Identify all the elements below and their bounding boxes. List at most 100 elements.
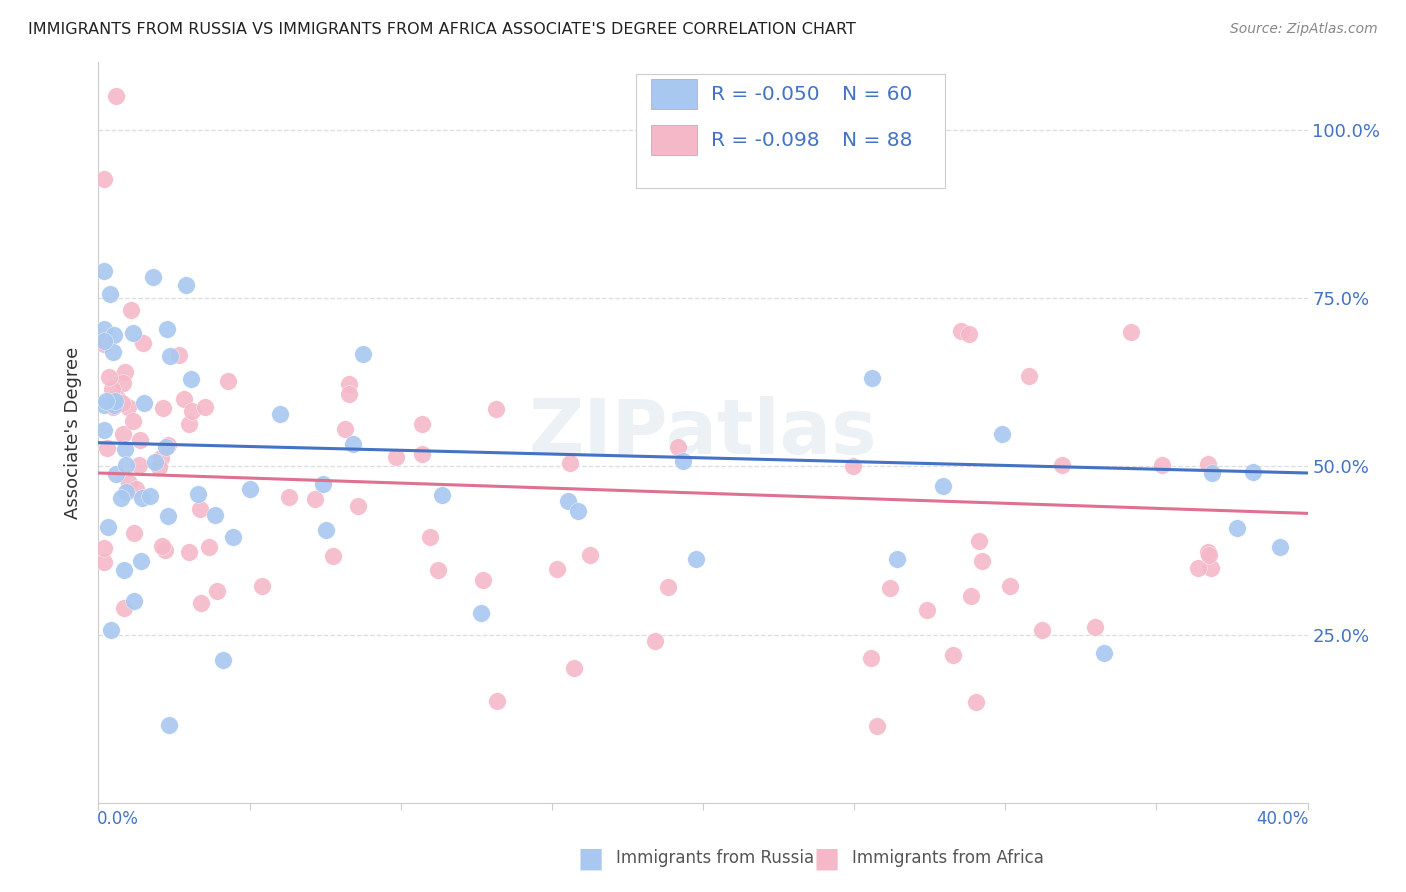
Point [103,328,125,343]
Point [96,441,118,455]
Point [250,579,273,593]
Text: 40.0%: 40.0% [1257,810,1309,828]
Point [134,396,156,410]
Point [879,581,901,595]
Point [129,433,152,447]
Point [98,370,121,384]
Point [156,322,179,336]
Text: R = -0.098: R = -0.098 [711,130,820,150]
Point [93,398,115,412]
Point [960,589,983,603]
Point [112,376,135,391]
Point [114,442,136,456]
Point [562,660,585,674]
Point [644,633,666,648]
Point [205,584,228,599]
Point [304,491,326,506]
Point [672,454,695,468]
Point [93,321,115,335]
Point [100,623,122,637]
Point [277,491,299,505]
Point [657,580,679,594]
Point [942,648,965,662]
Point [174,278,197,293]
Point [98,287,121,301]
Point [93,541,115,556]
Point [93,423,115,437]
Point [1031,623,1053,637]
Point [222,530,245,544]
Point [159,349,181,363]
Point [352,347,374,361]
Point [190,596,212,610]
Text: Immigrants from Russia: Immigrants from Russia [616,849,814,867]
Point [685,552,707,566]
Point [120,302,142,317]
Point [860,651,883,665]
Point [179,545,201,559]
Point [187,487,209,501]
Text: ■: ■ [578,844,603,872]
Point [117,401,139,415]
Point [114,485,136,500]
Point [1092,646,1115,660]
Point [666,441,689,455]
Point [122,525,145,540]
Point [132,336,155,351]
Point [886,552,908,566]
Point [866,719,889,733]
Point [122,326,145,341]
Point [419,530,441,544]
Point [112,601,135,615]
Point [860,371,883,385]
Point [100,396,122,410]
Point [105,467,128,481]
Point [485,694,508,708]
Point [204,508,226,523]
Point [93,555,115,569]
Point [342,436,364,450]
Point [131,491,153,505]
Point [932,479,955,493]
Point [129,554,152,568]
Point [385,450,408,465]
Point [139,489,162,503]
Point [546,562,568,576]
Point [915,603,938,617]
Point [1199,560,1222,574]
Point [114,365,136,379]
Text: 0.0%: 0.0% [97,810,139,828]
Point [347,499,370,513]
Text: N = 88: N = 88 [842,130,912,150]
Point [1119,325,1142,339]
Point [143,455,166,469]
Text: N = 60: N = 60 [842,85,912,103]
Point [1084,620,1107,634]
Point [93,264,115,278]
Point [197,540,219,554]
Point [333,422,356,436]
Point [155,440,177,454]
Point [239,483,262,497]
Point [1018,369,1040,384]
Bar [651,79,697,109]
Point [430,488,453,502]
Point [970,554,993,568]
Point [105,391,128,405]
Point [111,396,134,410]
Point [427,563,450,577]
Point [101,382,124,396]
Point [1241,465,1264,479]
Point [998,579,1021,593]
Point [470,606,492,620]
Point [965,695,987,709]
Point [149,451,172,466]
Point [1197,457,1219,471]
Text: ZIPatlas: ZIPatlas [529,396,877,469]
Point [1268,541,1291,555]
Point [315,523,337,537]
Point [188,502,211,516]
Point [411,447,433,461]
Point [156,438,179,452]
Point [1052,458,1074,473]
